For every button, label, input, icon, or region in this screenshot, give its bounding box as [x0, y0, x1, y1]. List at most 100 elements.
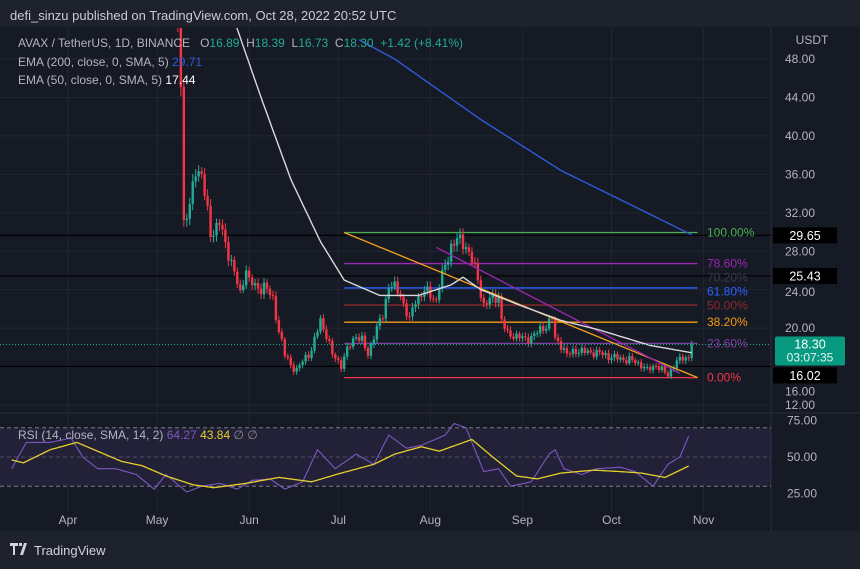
candle[interactable]	[396, 276, 399, 297]
candle[interactable]	[470, 247, 474, 266]
candle[interactable]	[687, 354, 690, 362]
candle[interactable]	[631, 353, 634, 363]
candle[interactable]	[515, 330, 518, 342]
candle[interactable]	[464, 242, 468, 254]
candle[interactable]	[286, 353, 289, 361]
candle[interactable]	[200, 166, 203, 179]
candle[interactable]	[372, 335, 376, 349]
candle[interactable]	[265, 279, 269, 294]
candle[interactable]	[473, 257, 477, 267]
rsi-line[interactable]	[11, 422, 690, 493]
candle[interactable]	[206, 189, 209, 211]
candle[interactable]	[607, 349, 610, 364]
candle[interactable]	[262, 277, 266, 300]
candle[interactable]	[533, 330, 536, 340]
candle[interactable]	[203, 167, 206, 201]
candle[interactable]	[182, 80, 186, 227]
level-price-badge[interactable]: 16.02	[773, 367, 837, 384]
candle[interactable]	[485, 300, 488, 309]
rsi-legend[interactable]: RSI (14, close, SMA, 14, 2) 64.27 43.84 …	[18, 428, 258, 442]
candle[interactable]	[571, 345, 575, 358]
tradingview-footer[interactable]: TradingView	[10, 542, 106, 558]
candle[interactable]	[491, 289, 494, 304]
candle[interactable]	[443, 259, 447, 275]
candle[interactable]	[194, 169, 197, 188]
candle[interactable]	[622, 354, 625, 363]
candle[interactable]	[298, 362, 301, 372]
candle[interactable]	[334, 352, 337, 363]
candle[interactable]	[259, 283, 263, 300]
candle[interactable]	[322, 314, 325, 333]
candle[interactable]	[307, 351, 310, 362]
candle[interactable]	[601, 350, 604, 359]
candle[interactable]	[319, 315, 322, 335]
candle[interactable]	[524, 332, 527, 342]
candle[interactable]	[301, 359, 304, 369]
candle[interactable]	[446, 256, 450, 271]
candle[interactable]	[539, 322, 542, 337]
candle[interactable]	[684, 355, 687, 365]
candle[interactable]	[253, 278, 257, 291]
candle[interactable]	[461, 228, 465, 255]
candle[interactable]	[536, 330, 539, 338]
candle[interactable]	[221, 219, 224, 236]
candle[interactable]	[289, 354, 292, 369]
candle[interactable]	[256, 278, 260, 294]
candle[interactable]	[640, 359, 643, 372]
candle[interactable]	[390, 281, 393, 292]
candle[interactable]	[179, 12, 183, 97]
candle[interactable]	[666, 370, 670, 379]
candle[interactable]	[381, 314, 385, 323]
candle[interactable]	[642, 363, 646, 372]
candle[interactable]	[331, 337, 334, 358]
candle[interactable]	[393, 276, 396, 291]
candle[interactable]	[236, 267, 239, 288]
candle[interactable]	[316, 329, 319, 339]
candle[interactable]	[604, 350, 607, 359]
candle[interactable]	[357, 333, 361, 344]
candle[interactable]	[613, 350, 616, 362]
candle[interactable]	[458, 228, 462, 245]
candle[interactable]	[233, 256, 236, 276]
candle[interactable]	[197, 165, 200, 182]
candle[interactable]	[518, 331, 521, 342]
candle[interactable]	[304, 351, 307, 365]
candle[interactable]	[432, 294, 435, 303]
candle[interactable]	[242, 280, 245, 294]
rsi-sma-line[interactable]	[11, 438, 689, 489]
candle[interactable]	[366, 345, 370, 359]
candle[interactable]	[690, 340, 693, 362]
candle[interactable]	[313, 333, 316, 354]
candle[interactable]	[637, 359, 640, 367]
ema50-line[interactable]	[234, 21, 692, 354]
candle[interactable]	[556, 333, 560, 345]
candle[interactable]	[408, 311, 411, 321]
candle[interactable]	[212, 229, 215, 243]
candle[interactable]	[681, 353, 684, 365]
candle[interactable]	[512, 332, 515, 342]
candle[interactable]	[628, 352, 631, 366]
ema50-legend[interactable]: EMA (50, close, 0, SMA, 5) 17.44	[18, 73, 195, 87]
candle[interactable]	[369, 341, 373, 360]
candle[interactable]	[521, 333, 524, 342]
candle[interactable]	[586, 347, 589, 356]
candle[interactable]	[188, 197, 191, 226]
candle[interactable]	[559, 337, 563, 354]
level-price-badge[interactable]: 25.43	[773, 267, 837, 284]
ema200-line[interactable]	[358, 39, 692, 236]
candle[interactable]	[497, 291, 500, 308]
candle[interactable]	[553, 316, 557, 341]
candle[interactable]	[239, 279, 242, 294]
candle[interactable]	[250, 274, 254, 290]
candle[interactable]	[651, 363, 655, 374]
candle[interactable]	[580, 344, 584, 356]
candle[interactable]	[592, 348, 595, 360]
candle[interactable]	[544, 324, 548, 334]
candle[interactable]	[654, 363, 658, 370]
candle[interactable]	[467, 243, 471, 257]
candle[interactable]	[595, 346, 598, 360]
ema200-legend[interactable]: EMA (200, close, 0, SMA, 5) 29.71	[18, 55, 202, 69]
candle[interactable]	[224, 223, 227, 249]
